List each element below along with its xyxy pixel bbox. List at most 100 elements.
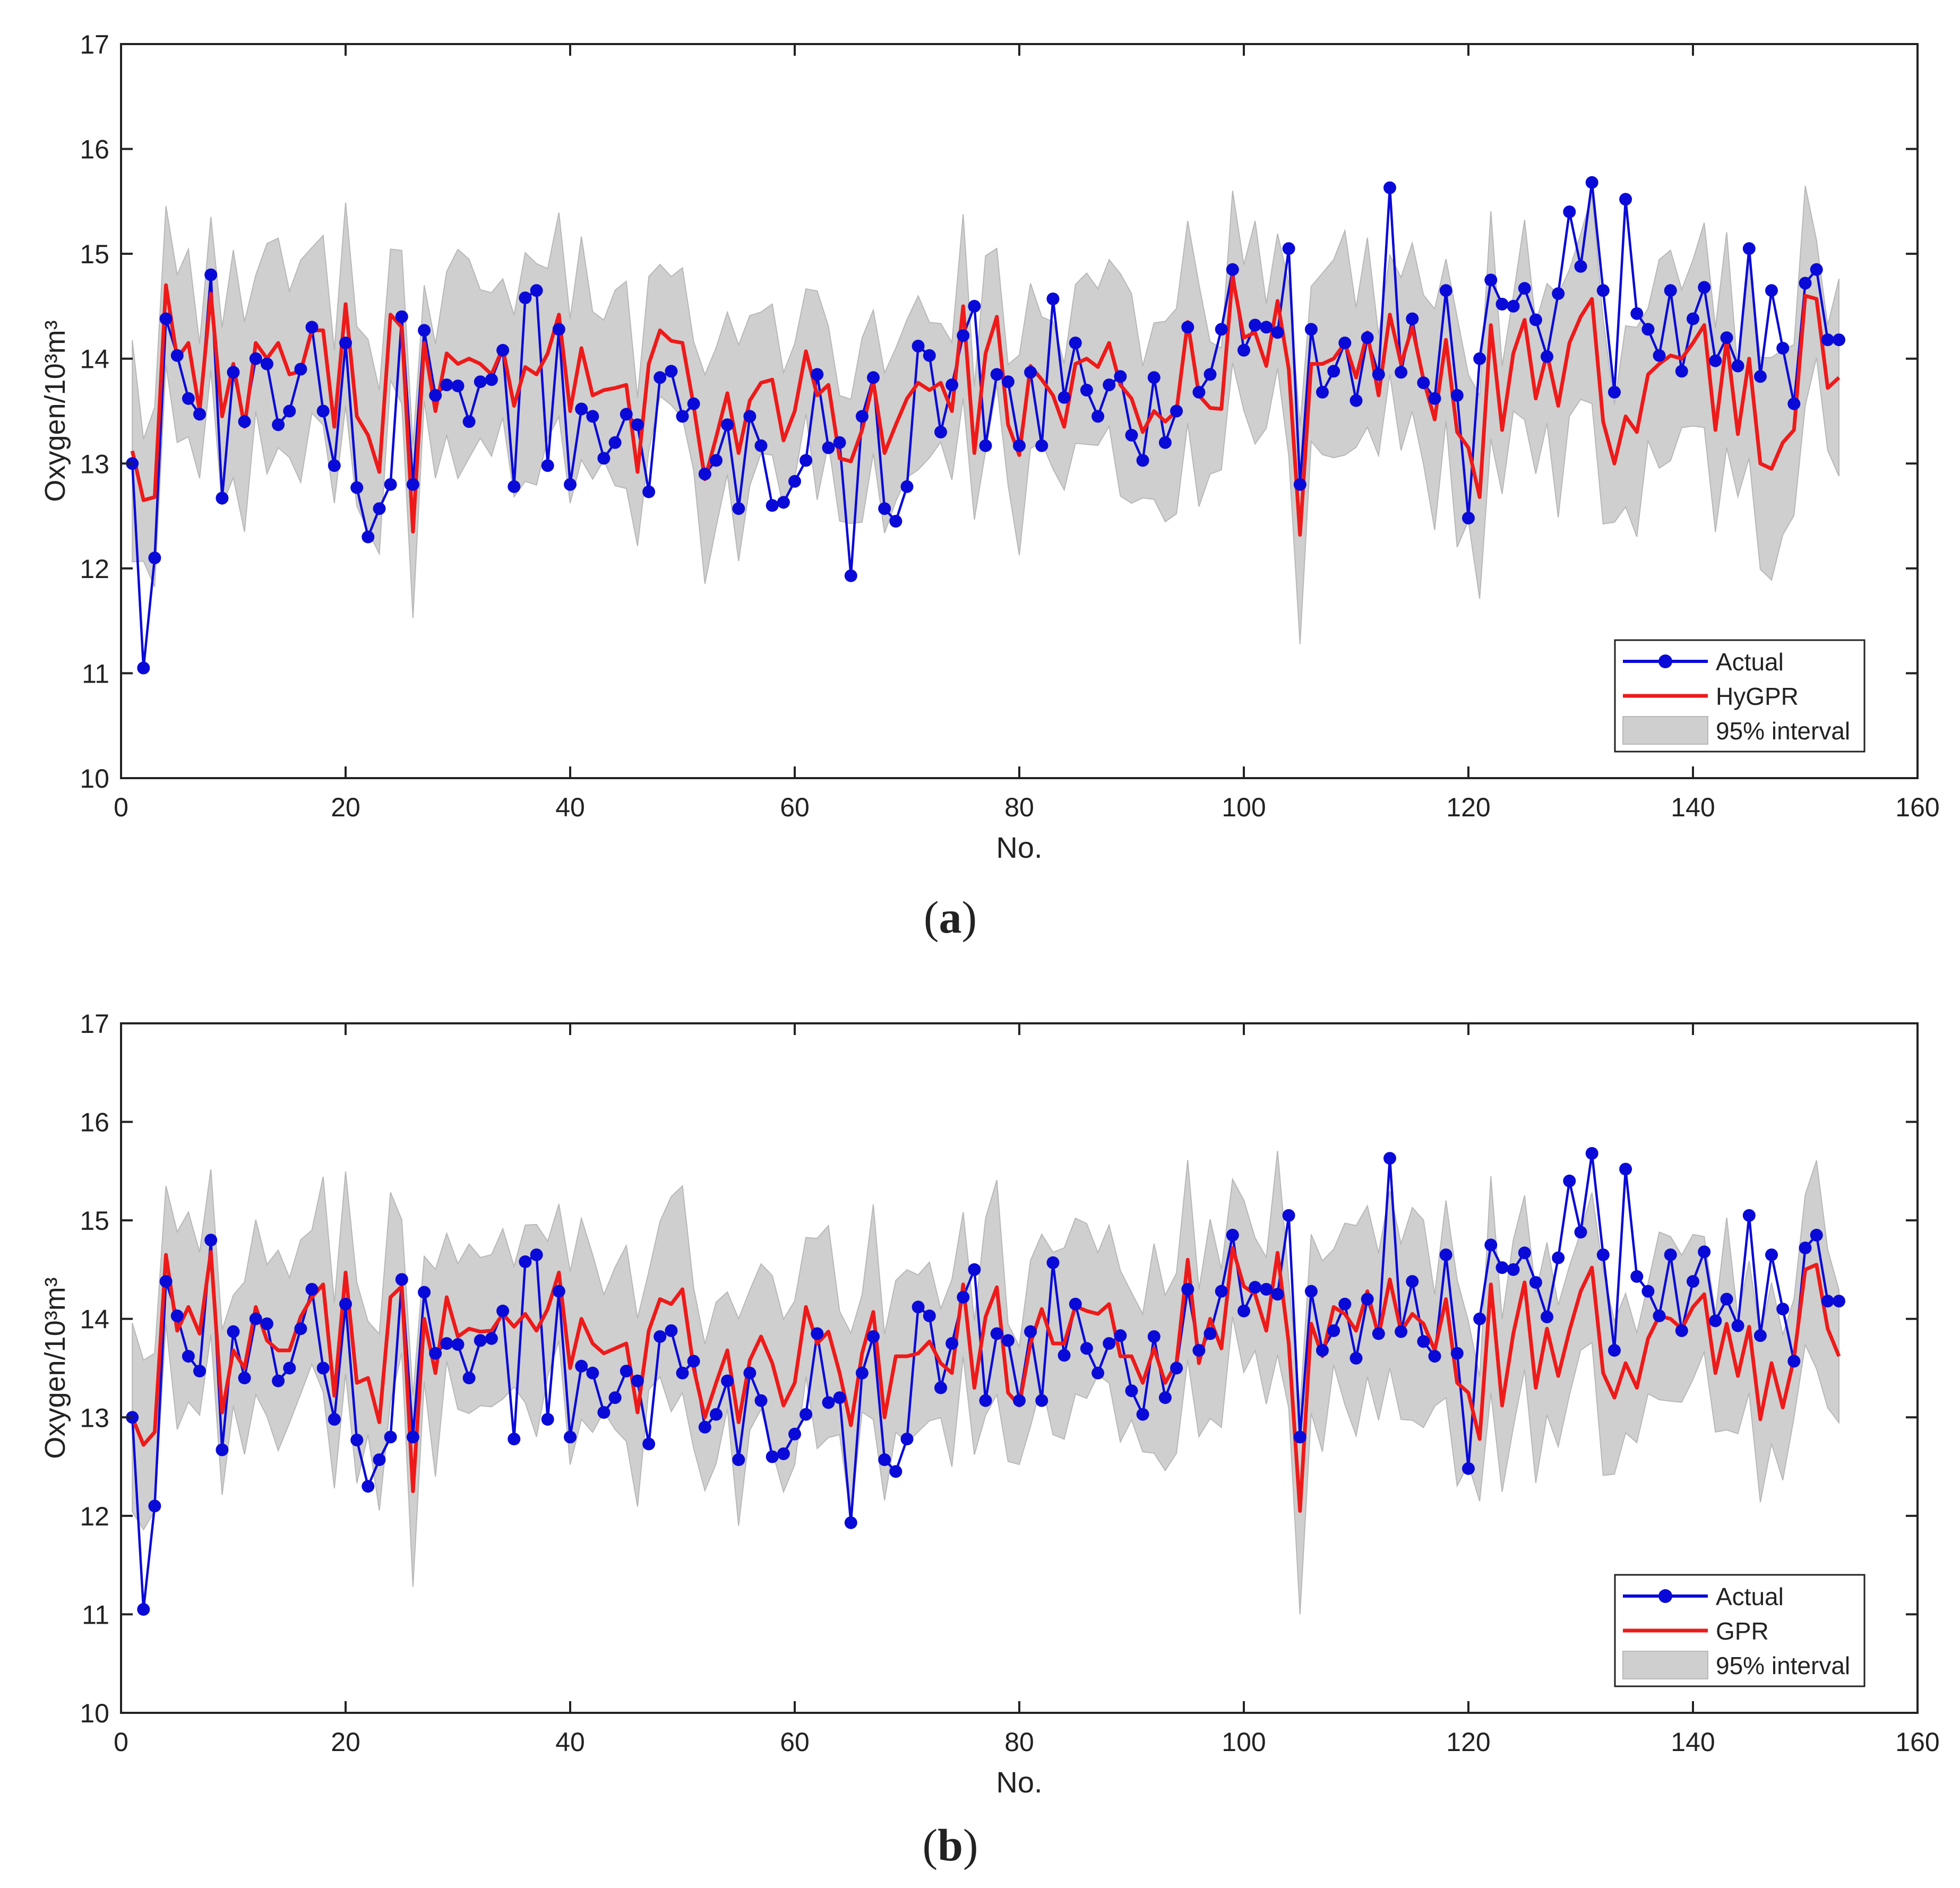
- actual-point: [1327, 1324, 1340, 1337]
- actual-point: [800, 454, 813, 467]
- caption-b-letter: b: [938, 1820, 963, 1870]
- actual-point: [1069, 1297, 1082, 1311]
- actual-point: [1731, 1319, 1744, 1332]
- y-tick-label: 14: [80, 344, 109, 374]
- actual-point: [395, 310, 408, 323]
- x-tick-label: 120: [1446, 792, 1490, 822]
- actual-point: [249, 352, 262, 365]
- actual-point: [878, 1453, 891, 1467]
- y-tick-label: 16: [80, 135, 109, 165]
- actual-point: [1293, 478, 1306, 491]
- legend-band-swatch: [1622, 716, 1708, 745]
- actual-point: [743, 410, 757, 423]
- actual-point: [1687, 312, 1699, 325]
- actual-point: [1215, 323, 1228, 336]
- actual-point: [968, 1263, 981, 1276]
- y-tick-label: 11: [82, 659, 109, 688]
- actual-point: [406, 1430, 419, 1444]
- actual-point: [159, 312, 173, 325]
- actual-point: [193, 408, 206, 421]
- actual-point: [1249, 1281, 1262, 1294]
- x-tick-label: 160: [1895, 792, 1939, 822]
- legend-actual-marker: [1658, 654, 1672, 668]
- x-tick-label: 80: [1004, 792, 1034, 822]
- actual-point: [1046, 292, 1060, 306]
- actual-point: [800, 1408, 813, 1421]
- actual-point: [1833, 1295, 1845, 1308]
- actual-point: [339, 1297, 352, 1311]
- actual-point: [1484, 1238, 1498, 1252]
- actual-point: [1720, 331, 1733, 344]
- actual-point: [227, 366, 240, 379]
- actual-point: [1395, 1325, 1408, 1338]
- actual-point: [1585, 176, 1598, 189]
- actual-point: [1338, 1297, 1352, 1311]
- actual-point: [597, 452, 611, 465]
- actual-point: [1249, 318, 1262, 332]
- actual-point: [620, 408, 633, 421]
- actual-point: [1226, 1229, 1239, 1242]
- actual-point: [418, 324, 431, 337]
- actual-point: [294, 1322, 307, 1335]
- actual-point: [654, 371, 667, 384]
- actual-point: [1439, 1248, 1452, 1262]
- prediction-series-line: [130, 275, 1841, 537]
- actual-point: [608, 1391, 622, 1404]
- actual-point: [148, 551, 161, 565]
- actual-point: [1395, 366, 1408, 379]
- actual-point: [923, 349, 936, 362]
- actual-point: [979, 1394, 992, 1407]
- actual-point: [945, 1337, 959, 1350]
- actual-point: [1192, 1344, 1206, 1357]
- x-tick-label: 40: [555, 1727, 585, 1757]
- actual-point: [878, 502, 891, 515]
- actual-point: [1203, 368, 1217, 381]
- legend-label: Actual: [1716, 1583, 1784, 1610]
- actual-point: [1776, 342, 1790, 355]
- panel-b: 0 20 40 60 80 100 120 140 160 10 11 12 13 14 15 16 17 No.…: [39, 1009, 1940, 1799]
- actual-point: [541, 1413, 554, 1426]
- actual-point: [1428, 392, 1441, 405]
- actual-point: [238, 415, 251, 428]
- actual-point: [1114, 370, 1127, 383]
- actual-point: [811, 1327, 824, 1340]
- x-tick-label: 0: [114, 1727, 128, 1757]
- actual-point: [867, 1330, 880, 1343]
- y-tick-label: 17: [80, 1009, 109, 1039]
- actual-point: [1810, 1229, 1823, 1242]
- actual-point: [608, 436, 622, 449]
- actual-point: [1406, 1275, 1419, 1288]
- actual-point: [1507, 1263, 1520, 1276]
- actual-point: [137, 661, 150, 675]
- actual-point: [1158, 436, 1172, 449]
- actual-point: [1237, 343, 1250, 357]
- actual-point: [1675, 365, 1688, 378]
- actual-point: [1507, 299, 1520, 313]
- actual-point: [1495, 298, 1509, 311]
- legend-label: 95% interval: [1716, 717, 1850, 745]
- actual-point: [260, 1317, 273, 1330]
- actual-point: [1753, 370, 1767, 383]
- actual-point: [1709, 354, 1722, 367]
- actual-point: [912, 340, 925, 352]
- actual-point: [766, 1450, 779, 1463]
- actual-point: [1013, 439, 1026, 452]
- panel-a: 0 20 40 60 80 100 120 140 160 10 11 12 13 14 15 16 17 No.…: [39, 30, 1940, 864]
- actual-point: [1035, 1394, 1048, 1407]
- actual-point: [316, 1361, 330, 1375]
- actual-point: [1698, 281, 1711, 294]
- actual-point: [216, 1443, 229, 1456]
- actual-point: [418, 1286, 431, 1299]
- actual-point: [1518, 282, 1531, 295]
- actual-point: [474, 375, 487, 389]
- actual-point: [474, 1334, 487, 1347]
- actual-point: [1821, 1295, 1834, 1308]
- x-axis-label: No.: [996, 831, 1042, 864]
- actual-point: [777, 496, 790, 509]
- actual-point: [1349, 1351, 1363, 1365]
- actual-point: [754, 1394, 768, 1407]
- actual-point: [1810, 263, 1823, 276]
- actual-point: [1596, 1248, 1610, 1262]
- actual-point: [1687, 1275, 1699, 1288]
